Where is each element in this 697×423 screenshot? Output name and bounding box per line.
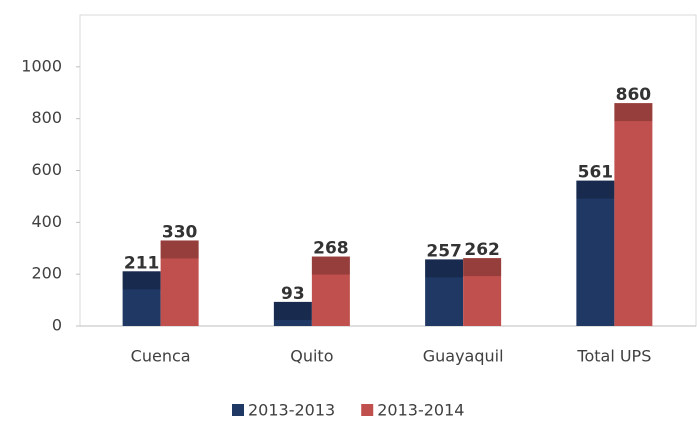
bar	[160, 240, 199, 326]
data-label: 268	[313, 239, 349, 259]
bar-cap	[614, 103, 653, 122]
bar	[425, 259, 464, 326]
bar	[614, 103, 653, 326]
legend-swatch	[361, 404, 374, 416]
y-tick-label: 400	[31, 212, 62, 231]
data-label: 211	[124, 253, 160, 273]
bar	[122, 271, 161, 326]
bar-cap	[425, 259, 464, 278]
y-tick-label: 0	[52, 316, 62, 335]
bar-cap	[311, 256, 350, 275]
bar	[311, 256, 350, 326]
x-tick-label: Quito	[290, 347, 333, 366]
data-label: 257	[426, 241, 462, 261]
data-label: 561	[578, 163, 614, 183]
bar-cap	[463, 258, 502, 277]
bar	[576, 180, 615, 326]
bar-cap	[122, 271, 161, 290]
legend-label: 2013-2014	[377, 401, 464, 420]
bar-cap	[160, 240, 199, 259]
y-tick-label: 200	[31, 264, 62, 283]
data-label: 860	[616, 85, 652, 105]
bar-cap	[273, 301, 312, 320]
y-tick-label: 600	[31, 160, 62, 179]
y-tick-label: 1000	[21, 56, 62, 75]
bar-cap	[576, 180, 615, 199]
data-label: 330	[162, 222, 198, 242]
y-tick-label: 800	[31, 108, 62, 127]
x-tick-label: Guayaquil	[423, 347, 504, 366]
legend-label: 2013-2013	[248, 401, 335, 420]
bar	[463, 258, 502, 326]
x-tick-label: Cuenca	[131, 347, 191, 366]
data-label: 262	[464, 240, 500, 260]
bar	[273, 301, 312, 326]
legend-swatch	[232, 404, 244, 416]
data-label: 93	[281, 284, 305, 304]
x-tick-label: Total UPS	[576, 347, 651, 366]
